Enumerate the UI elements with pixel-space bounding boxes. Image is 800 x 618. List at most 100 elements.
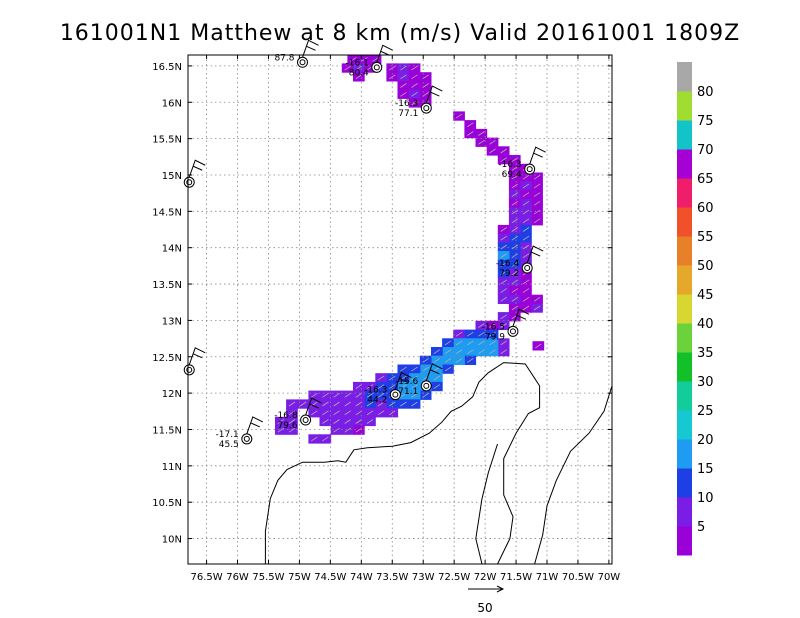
wind-vector-40: [533, 192, 541, 197]
wind-vector-42: [511, 192, 519, 197]
x-axis-ticks: 76.5W 76W 75.5W 75W 74.5W 74W 73.5W 73W 72.5W 72W…: [190, 572, 620, 583]
wind-vector-97: [444, 340, 452, 346]
station-ring: [183, 364, 195, 376]
wind-vector-10: [389, 74, 396, 80]
station-4: -16.479.2: [496, 245, 544, 279]
wind-vector-148: [333, 401, 340, 407]
y-tick-label-11: 11N: [162, 462, 182, 473]
colorbar-label-9: 50: [697, 259, 714, 274]
wind-vector-91: [455, 331, 463, 337]
colorbar-label-10: 55: [697, 230, 714, 245]
wind-vector-66: [500, 262, 507, 267]
wind-vector-145: [366, 401, 374, 407]
station-inner-ring: [186, 179, 193, 186]
station-inner-ring: [373, 64, 380, 71]
wind-vector-54: [500, 227, 507, 232]
wind-vector-76: [533, 296, 541, 302]
wind-vector-11: [400, 74, 407, 80]
wind-vector-6: [389, 65, 396, 71]
wind-vector-22: [455, 113, 463, 119]
wind-vector-132: [400, 392, 407, 398]
wind-vector-43: [533, 200, 541, 206]
wind-vector-107: [455, 358, 463, 363]
wind-vector-74: [511, 288, 519, 293]
wind-vector-47: [522, 209, 530, 215]
station-ring: [300, 414, 312, 426]
colorbar-label-13: 70: [697, 143, 714, 158]
wind-vector-163: [355, 419, 363, 424]
wind-vector-166: [322, 419, 329, 424]
wind-vector-87: [478, 323, 485, 328]
wind-vector-115: [400, 366, 407, 372]
wind-vector-70: [522, 279, 530, 285]
wind-vector-19: [422, 91, 429, 97]
wind-vector-7: [400, 65, 407, 71]
wind-vector-130: [422, 392, 429, 398]
station-barb: [425, 363, 443, 382]
wind-vector-51: [511, 218, 519, 224]
coastline-segment-1: [475, 443, 498, 565]
wind-vector-153: [389, 410, 396, 416]
y-tick-label-9: 12N: [162, 389, 182, 400]
wind-vector-157: [344, 410, 351, 416]
wind-vector-88: [489, 331, 496, 337]
wind-vector-149: [322, 401, 329, 407]
wind-vector-152: [288, 401, 296, 407]
wind-vector-4: [355, 65, 363, 71]
wind-vector-90: [467, 331, 474, 337]
wind-vector-108: [444, 358, 452, 363]
station-3: -16.369.4: [498, 146, 546, 180]
y-tick-label-6: 13.5N: [152, 280, 182, 291]
colorbar-label-6: 35: [697, 346, 714, 361]
wind-vector-102: [455, 349, 463, 355]
wind-vector-65: [511, 262, 519, 267]
wind-vector-156: [355, 410, 363, 416]
colorbar-swatch-3: [677, 439, 692, 469]
station-ring: [297, 56, 309, 68]
wind-vector-96: [455, 340, 463, 346]
wind-vector-34: [522, 174, 530, 180]
wind-vector-50: [522, 218, 530, 224]
wind-vector-24: [478, 131, 485, 136]
wind-vector-160: [311, 410, 318, 416]
x-tick-label-9: 72W: [474, 572, 497, 583]
wind-vector-98: [500, 349, 507, 355]
wind-vector-1: [361, 57, 368, 62]
wind-vector-46: [533, 209, 541, 215]
wind-vector-3: [344, 65, 351, 71]
station-label: -16.8: [274, 411, 298, 421]
x-tick-label-4: 74.5W: [314, 572, 346, 583]
wind-vector-99: [489, 349, 496, 355]
station-ring: [524, 163, 536, 175]
wind-vector-95: [467, 340, 474, 346]
wind-vector-173: [277, 427, 285, 433]
colorbar-swatch-10: [677, 236, 692, 266]
station-7: -16.344.2: [364, 371, 412, 406]
wind-vector-44: [522, 200, 530, 206]
y-tick-label-12: 10.5N: [152, 498, 182, 509]
wind-vector-122: [433, 384, 441, 389]
colorbar-swatch-13: [677, 149, 692, 179]
wind-vector-2: [372, 57, 379, 62]
colorbar-swatch-0: [677, 526, 692, 556]
wind-vector-68: [511, 270, 519, 276]
station-11: [183, 347, 206, 376]
wind-vector-86: [489, 323, 496, 328]
station-label: 79.2: [499, 269, 519, 279]
station-label: -16.3: [498, 160, 521, 170]
colorbar-swatch-1: [677, 497, 692, 527]
colorbar-label-2: 15: [697, 462, 714, 477]
x-tick-label-11: 71W: [536, 572, 559, 583]
wind-vector-61: [522, 253, 530, 259]
wind-vector-25: [467, 131, 474, 136]
station-0: 87.8: [274, 39, 319, 68]
reference-arrow-head: [496, 585, 505, 593]
wind-vector-143: [389, 401, 396, 407]
reference-vector: 50: [468, 585, 505, 615]
wind-vector-15: [411, 83, 418, 88]
wind-vector-33: [511, 166, 519, 171]
colorbar-swatch-12: [677, 178, 692, 208]
wind-vector-175: [311, 436, 318, 442]
wind-vector-93: [489, 340, 496, 346]
wind-vector-37: [533, 183, 541, 189]
